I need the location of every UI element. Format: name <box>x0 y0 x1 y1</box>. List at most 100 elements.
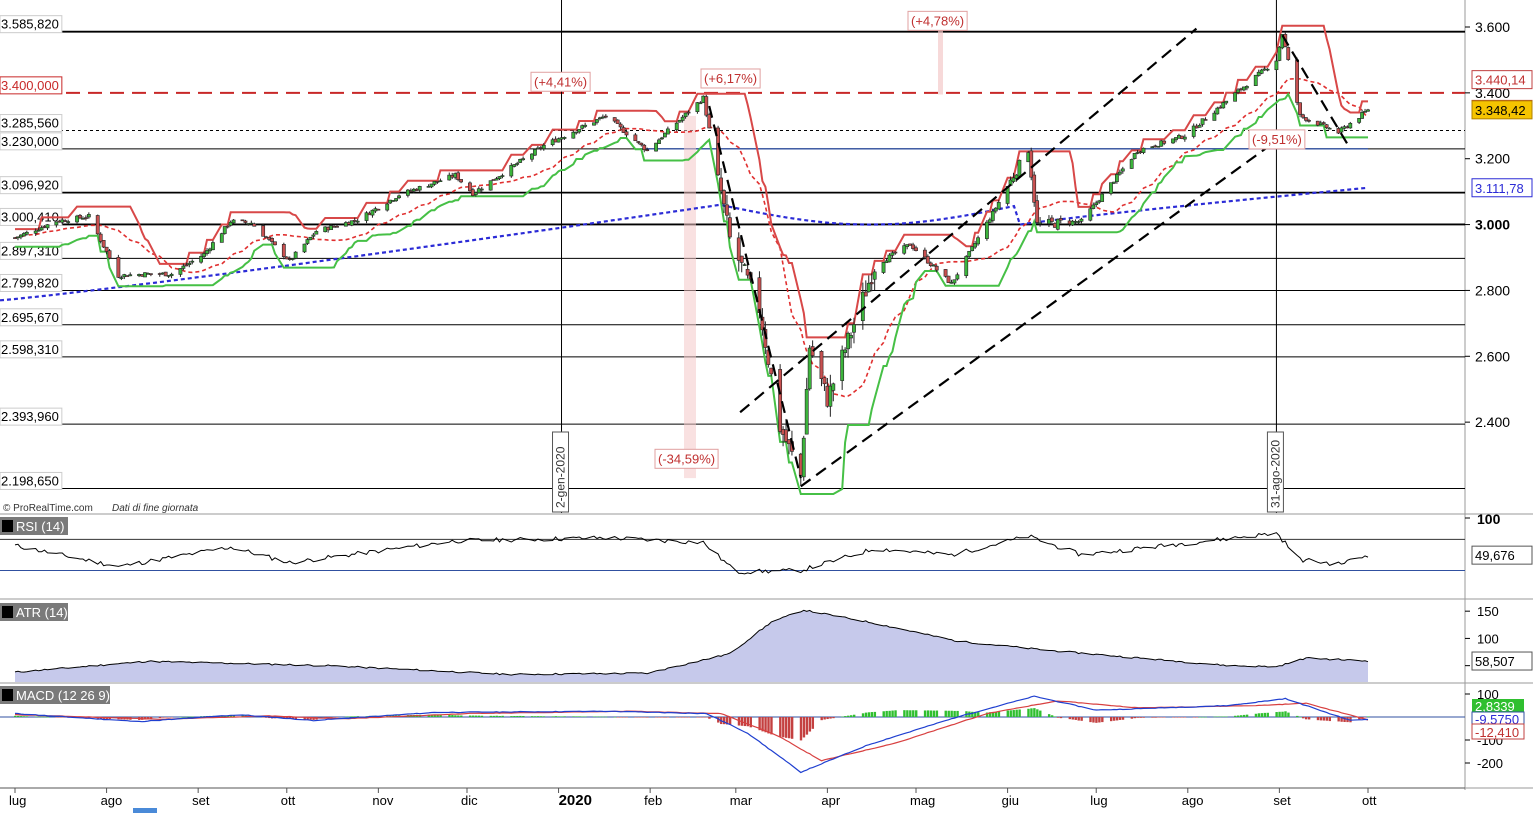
candle-up <box>476 186 481 194</box>
macd-bar-pos <box>489 715 493 717</box>
macd-bar-neg <box>728 717 732 725</box>
atr-label-text: ATR (14) <box>16 605 68 620</box>
candle-up <box>500 173 505 179</box>
level-label-box <box>0 132 63 151</box>
candle-body <box>911 244 915 249</box>
candle-body <box>801 437 806 478</box>
candle-body <box>515 163 520 165</box>
macd-bar-neg <box>820 717 823 721</box>
candle-up <box>967 250 972 259</box>
candle-body <box>1197 124 1202 128</box>
candle-down <box>707 112 712 129</box>
candle-body <box>1162 140 1167 144</box>
candle-body <box>1295 59 1300 103</box>
candle-body <box>757 277 762 313</box>
macd-bar-neg <box>1056 717 1060 718</box>
candle-up <box>1200 118 1205 127</box>
level-label: 3.096,920 <box>1 178 59 193</box>
candle-down <box>893 251 898 255</box>
candle-body <box>533 149 537 156</box>
macd-bar-pos <box>885 710 888 717</box>
macd-bar-neg <box>170 717 173 718</box>
candle-up <box>1132 152 1137 160</box>
macd-bar-pos <box>977 712 980 717</box>
candle-up <box>231 219 236 225</box>
candle-up <box>674 121 679 132</box>
macd-bar-neg <box>265 717 268 718</box>
macd-bar-pos <box>542 716 546 717</box>
time-tick-label: apr <box>821 793 840 808</box>
candle-body <box>1114 174 1119 183</box>
macd-bar-neg <box>1089 717 1092 723</box>
macd-bar-neg <box>770 717 773 735</box>
macd-bar-neg <box>158 717 162 719</box>
macd-bar-neg <box>1343 717 1346 723</box>
candle-up <box>840 345 845 390</box>
candle-up <box>562 136 567 140</box>
candle-down <box>1324 123 1329 130</box>
macd-bar-neg <box>303 717 306 720</box>
candle-body <box>1215 107 1220 115</box>
candle-up <box>533 148 537 157</box>
candle-body <box>1348 122 1353 129</box>
level-label: 2.695,670 <box>1 310 59 325</box>
candle-up <box>663 132 667 138</box>
candle-up <box>595 118 599 125</box>
macd-bar-pos <box>356 716 360 717</box>
candle-body <box>922 249 927 258</box>
atr-value-label: 58,507 <box>1475 654 1515 669</box>
candle-body <box>169 273 174 276</box>
macd-bar-pos <box>906 710 909 717</box>
candle-up <box>512 164 517 168</box>
candle-body <box>521 158 526 161</box>
price-badge-box <box>1471 100 1533 120</box>
macd-bar-neg <box>663 717 667 718</box>
rsi-label-text: RSI (14) <box>16 519 64 534</box>
macd-bar-neg <box>696 717 699 718</box>
candle-body <box>985 221 989 239</box>
candle-body <box>595 119 599 123</box>
candle-body <box>311 234 316 237</box>
macd-bar-pos <box>16 715 20 717</box>
macd-bar-neg <box>1325 717 1329 721</box>
macd-bar-neg <box>1340 717 1343 722</box>
macd-bar-pos <box>510 716 513 717</box>
macd-bar-neg <box>684 717 687 718</box>
candle-body <box>902 245 907 254</box>
candle-up <box>1357 117 1362 125</box>
candle-up <box>1360 109 1364 119</box>
macd-bar-pos <box>909 710 912 717</box>
macd-bar-pos <box>870 712 874 717</box>
candle-down <box>618 122 623 130</box>
price-badge: 3.111,78 <box>1471 178 1533 198</box>
candle-body <box>645 149 650 152</box>
macd-bar-pos <box>439 714 442 717</box>
candle-up <box>742 263 747 266</box>
candle-body <box>24 231 29 235</box>
macd-bar-neg <box>637 717 640 718</box>
candle-body <box>1324 124 1329 128</box>
macd-bar-pos <box>182 716 185 718</box>
candle-body <box>252 223 257 227</box>
candle-down <box>615 119 620 124</box>
level-label: 3.400,000 <box>1 78 59 93</box>
macd-bar-pos <box>991 711 995 717</box>
candle-body <box>1304 117 1308 121</box>
atr-value-box <box>1471 651 1533 671</box>
macd-bar-pos <box>601 716 605 718</box>
macd-bar-neg <box>1092 717 1095 723</box>
macd-bar-neg <box>1112 717 1116 721</box>
price-badge-text: 3.440,14 <box>1475 73 1526 88</box>
candle-down <box>686 110 691 116</box>
candle-down <box>760 308 765 336</box>
macd-bar-pos <box>229 715 233 717</box>
candle-body <box>603 115 608 118</box>
crash-trend-line <box>708 105 802 479</box>
macd-bar-neg <box>799 717 803 741</box>
macd-bar-pos <box>22 716 26 717</box>
scrollbar-thumb[interactable] <box>133 808 157 813</box>
macd-bar-neg <box>678 717 682 718</box>
candle-up <box>438 178 443 183</box>
macd-label-text: MACD (12 26 9) <box>16 688 110 703</box>
candle-body <box>807 347 812 390</box>
